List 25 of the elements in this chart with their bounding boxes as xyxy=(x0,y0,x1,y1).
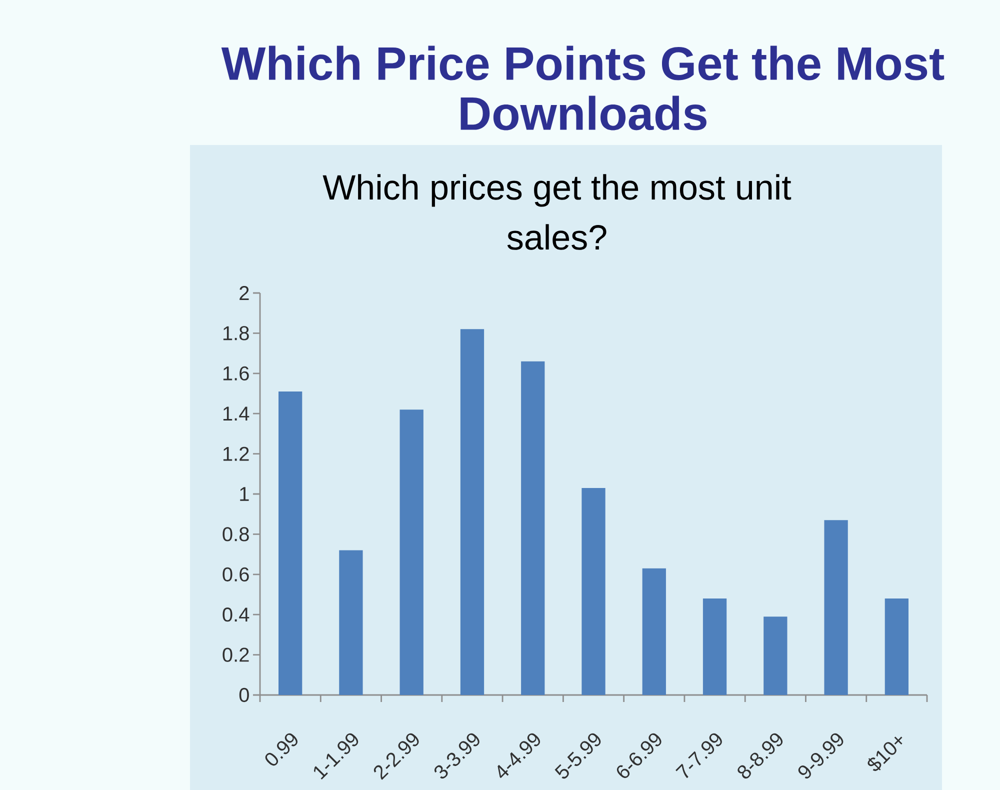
bar xyxy=(702,598,727,696)
bar xyxy=(460,329,484,696)
y-tick-label: 0.8 xyxy=(222,527,249,542)
bar xyxy=(339,550,363,696)
y-tick-label: 1.6 xyxy=(223,366,249,380)
bar xyxy=(642,568,666,696)
y-tick-label: 1.4 xyxy=(223,406,250,420)
bar xyxy=(521,361,545,696)
bar xyxy=(278,391,302,696)
bar xyxy=(582,488,606,696)
bar xyxy=(824,520,848,696)
y-tick-label: 0.6 xyxy=(222,567,249,582)
bar xyxy=(400,410,424,696)
bar xyxy=(764,616,788,696)
bar xyxy=(884,598,909,696)
y-tick-label: 0.2 xyxy=(222,648,249,662)
y-tick-label: 1 xyxy=(240,487,249,501)
chart-title: Which Price Points Get the Most Downloads xyxy=(221,46,944,130)
y-tick-label: 1.8 xyxy=(223,326,249,340)
y-tick-label: 0.4 xyxy=(222,608,250,622)
y-tick-label: 1.2 xyxy=(223,446,249,461)
y-tick-label: 0 xyxy=(239,688,249,702)
y-tick-label: 2 xyxy=(240,286,249,300)
x-tick-label: 0.99 xyxy=(265,733,298,766)
chart-subtitle: Which prices get the most unit sales? xyxy=(322,174,792,250)
